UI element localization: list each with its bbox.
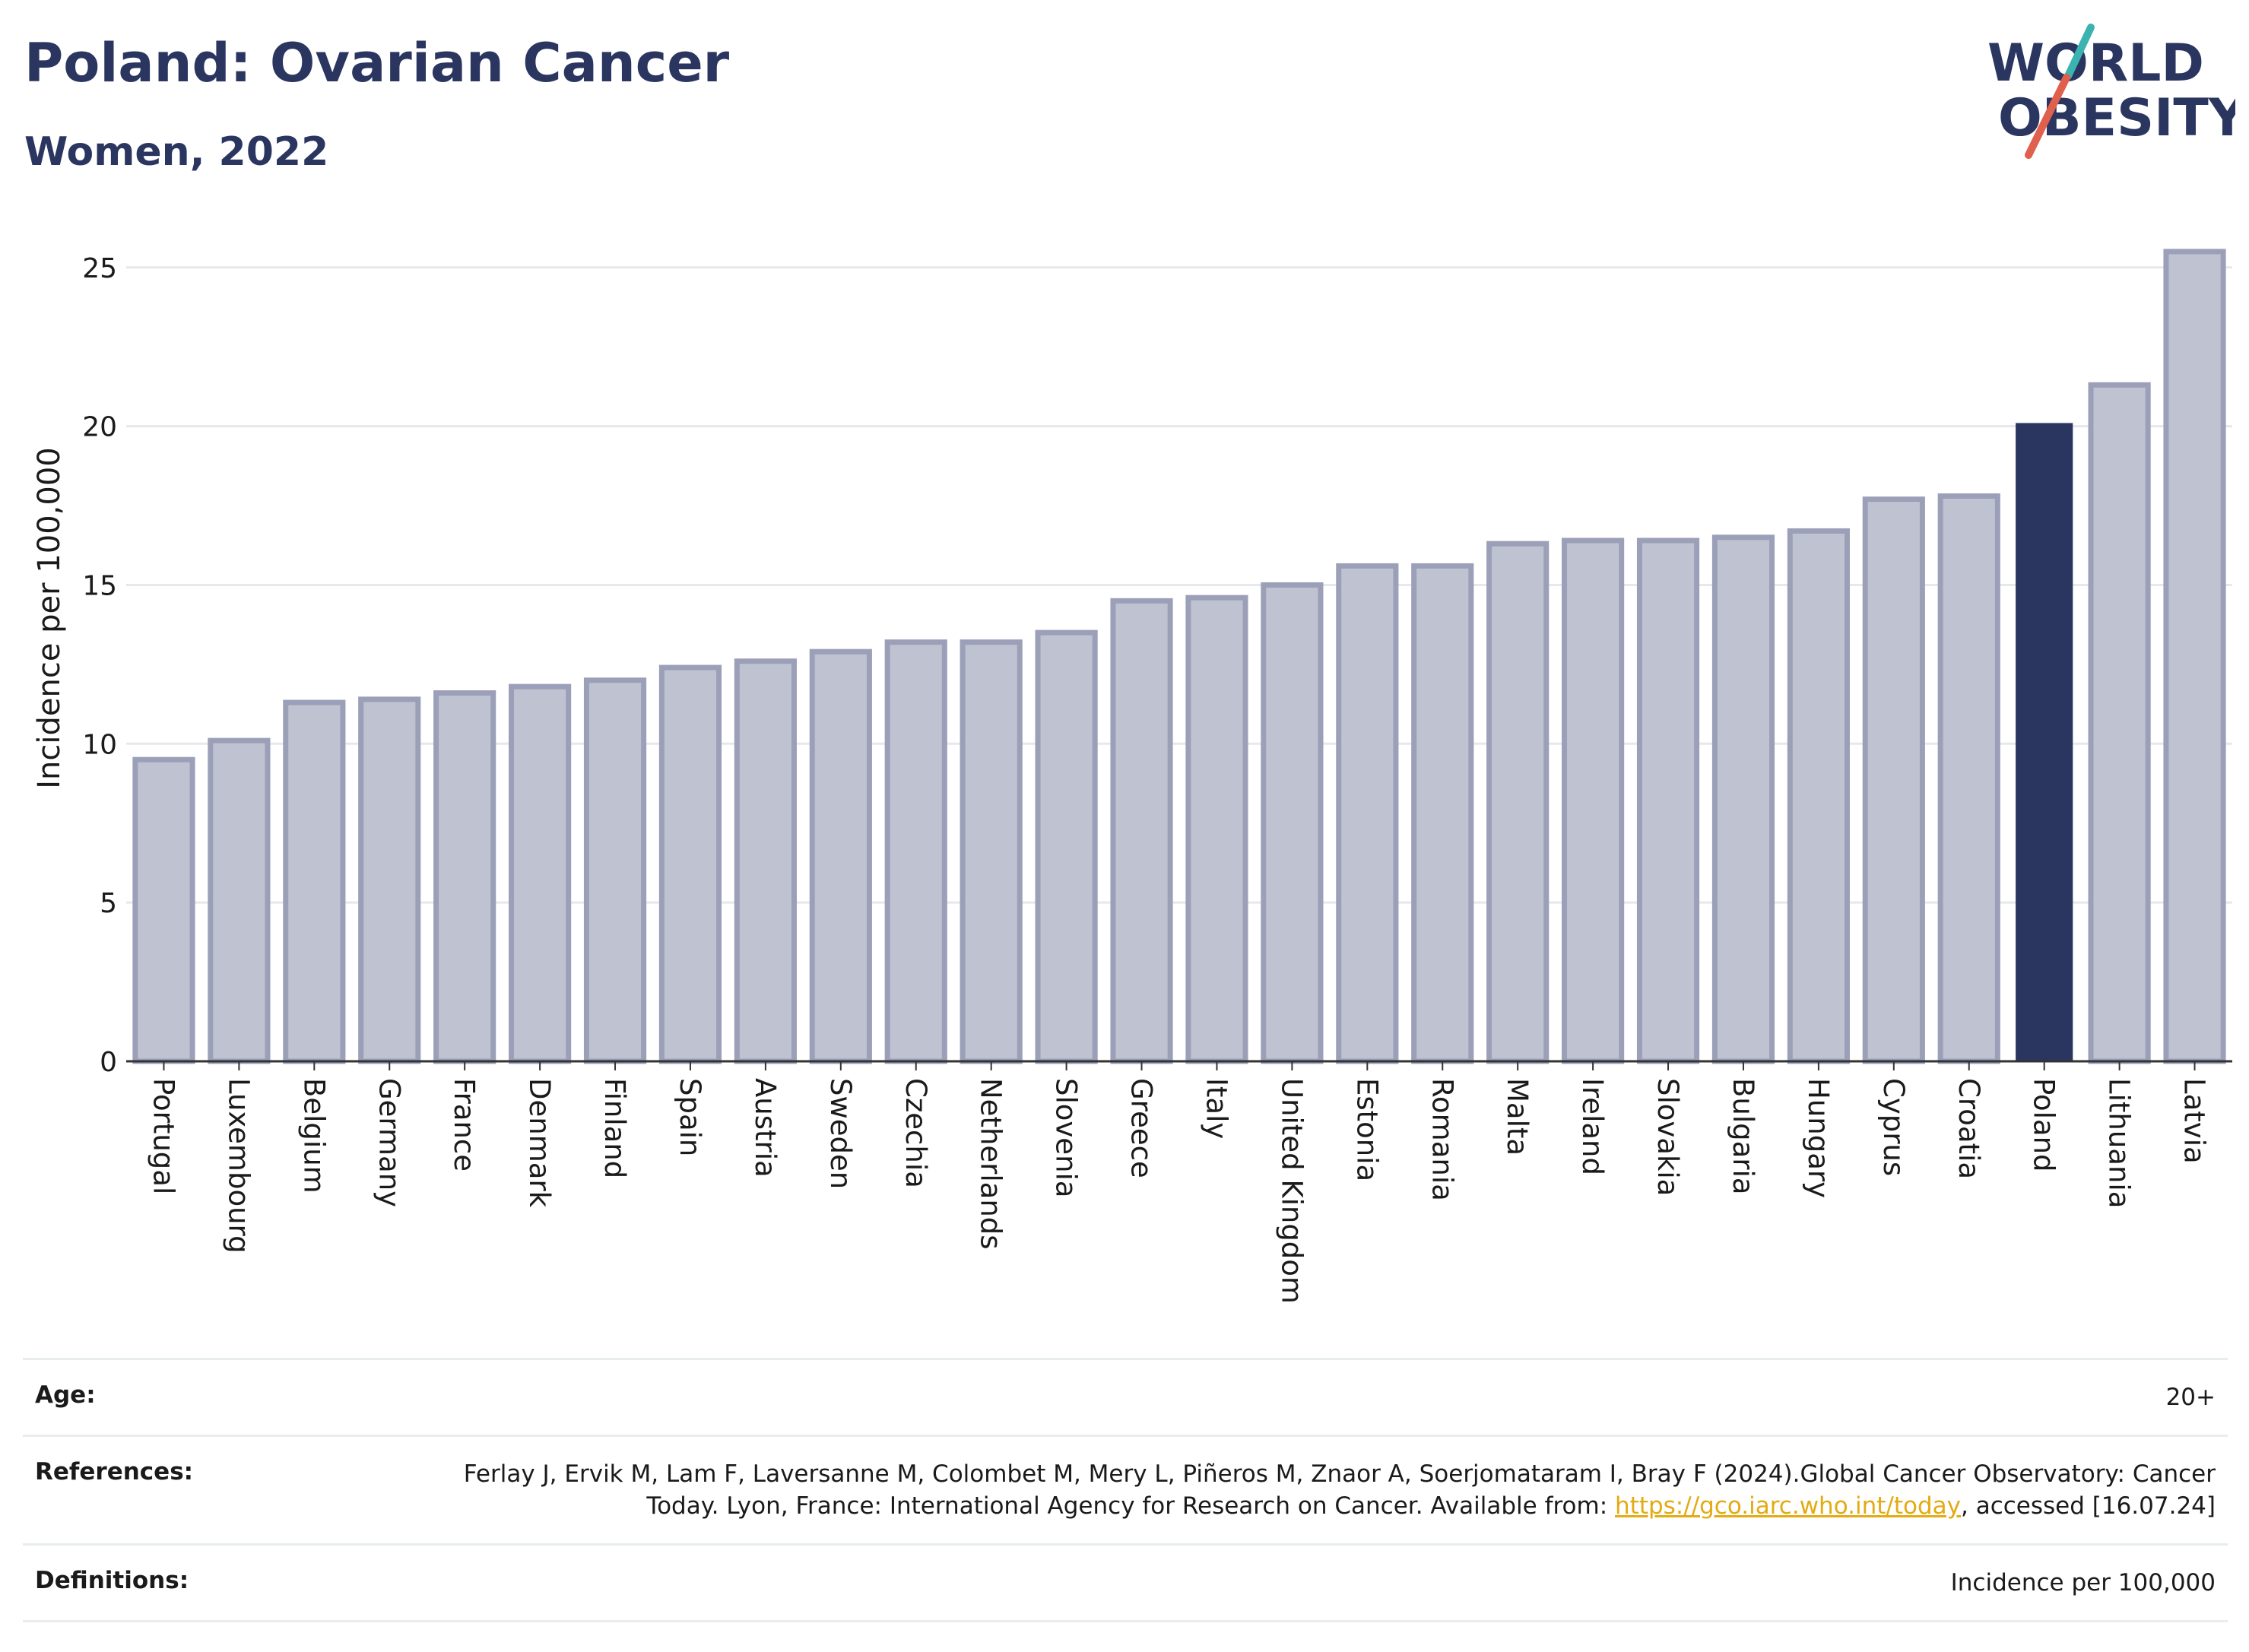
x-tick-label: Finland [598, 1078, 631, 1178]
bar-chart: 0 5 10 15 20 25 Portugal Luxembourg Belgium Germ… [32, 249, 2232, 1304]
y-tick-label: 20 [82, 412, 117, 443]
references-suffix: , accessed [16.07.24] [1960, 1492, 2216, 1520]
bar-portugal [132, 756, 195, 1064]
chart-title: Poland: Ovarian Cancer [24, 32, 730, 94]
x-tick-label: Belgium [297, 1078, 330, 1194]
bar-united-kingdom [1261, 582, 1324, 1064]
x-tick-label: Romania [1426, 1078, 1458, 1201]
bar-malta [1486, 541, 1550, 1064]
x-tick-label: Ireland [1576, 1078, 1609, 1175]
bar-slovenia [1035, 629, 1098, 1064]
bar-romania [1411, 563, 1474, 1064]
x-tick-label: Germany [373, 1078, 405, 1207]
x-tick-label: Lithuania [2103, 1078, 2136, 1208]
definitions-value: Incidence per 100,000 [1950, 1569, 2216, 1597]
bar-croatia [1937, 493, 2000, 1064]
y-axis-label: Incidence per 100,000 [32, 447, 67, 789]
definitions-label: Definitions: [35, 1567, 189, 1594]
info-table: Age: 20+ References: Ferlay J, Ervik M, … [23, 1358, 2228, 1622]
references-value: Ferlay J, Ervik M, Lam F, Laversanne M, … [391, 1458, 2216, 1522]
bar-denmark [509, 683, 572, 1064]
x-tick-label: Austria [749, 1078, 782, 1178]
x-tick-label: United Kingdom [1275, 1078, 1308, 1304]
bars [132, 249, 2226, 1064]
info-row-references: References: Ferlay J, Ervik M, Lam F, La… [23, 1435, 2228, 1543]
y-tick-label: 0 [100, 1047, 117, 1078]
references-label: References: [35, 1458, 194, 1486]
bar-germany [358, 696, 421, 1064]
x-tick-label: Slovakia [1651, 1078, 1684, 1196]
info-row-age: Age: 20+ [23, 1358, 2228, 1435]
bar-austria [734, 658, 797, 1064]
x-tick-label: Croatia [1952, 1078, 1985, 1179]
x-tick-label: Czechia [899, 1078, 932, 1188]
x-tick-label: Spain [674, 1078, 706, 1156]
logo-slash-teal [2064, 24, 2095, 80]
bar-hungary [1787, 528, 1850, 1064]
bar-lithuania [2088, 382, 2151, 1064]
y-axis-ticks: 0 5 10 15 20 25 [82, 253, 117, 1078]
x-tick-label: France [448, 1078, 481, 1172]
world-obesity-logo: WORLD OBESITY [1987, 24, 2235, 159]
x-tick-label: Denmark [523, 1078, 556, 1208]
bar-greece [1110, 598, 1173, 1064]
x-tick-label: Luxembourg [222, 1078, 255, 1254]
y-tick-label: 10 [82, 729, 117, 760]
x-tick-label: Poland [2028, 1078, 2060, 1172]
x-tick-label: Estonia [1350, 1078, 1383, 1181]
bar-sweden [809, 648, 872, 1064]
bar-poland [2016, 423, 2073, 1061]
bar-belgium [283, 699, 346, 1064]
y-tick-label: 5 [100, 888, 117, 919]
logo-line-world: WORLD [1987, 33, 2204, 94]
x-tick-label: Hungary [1802, 1078, 1835, 1198]
x-axis-ticks: Portugal Luxembourg Belgium Germany France De… [147, 1061, 2211, 1304]
y-tick-label: 25 [82, 253, 117, 284]
bar-latvia [2163, 249, 2226, 1064]
bar-cyprus [1862, 496, 1925, 1064]
bar-bulgaria [1711, 534, 1775, 1064]
age-label: Age: [35, 1381, 96, 1409]
bar-spain [658, 664, 722, 1064]
bar-luxembourg [208, 737, 271, 1064]
bar-finland [583, 677, 647, 1064]
info-row-definitions: Definitions: Incidence per 100,000 [23, 1543, 2228, 1622]
references-text: Ferlay J, Ervik M, Lam F, Laversanne M, … [463, 1460, 2216, 1520]
x-tick-label: Portugal [147, 1078, 179, 1194]
logo-slash-coral [2025, 74, 2070, 159]
x-tick-label: Cyprus [1877, 1078, 1910, 1176]
chart-subtitle: Women, 2022 [24, 129, 329, 175]
bar-netherlands [960, 639, 1023, 1064]
references-link[interactable]: https://gco.iarc.who.int/today [1615, 1492, 1961, 1520]
x-tick-label: Italy [1200, 1078, 1232, 1139]
x-tick-label: Malta [1501, 1078, 1534, 1156]
y-tick-label: 15 [82, 570, 117, 601]
bar-czechia [884, 639, 947, 1064]
bar-france [433, 690, 496, 1064]
x-tick-label: Bulgaria [1727, 1078, 1759, 1194]
bar-italy [1185, 595, 1248, 1064]
x-tick-label: Sweden [824, 1078, 857, 1189]
x-tick-label: Netherlands [975, 1078, 1007, 1250]
age-value: 20+ [2165, 1384, 2216, 1411]
x-tick-label: Latvia [2178, 1078, 2211, 1164]
bar-ireland [1562, 537, 1625, 1064]
bar-slovakia [1636, 537, 1700, 1064]
x-tick-label: Slovenia [1050, 1078, 1083, 1197]
bar-estonia [1336, 563, 1399, 1064]
x-tick-label: Greece [1125, 1078, 1158, 1178]
